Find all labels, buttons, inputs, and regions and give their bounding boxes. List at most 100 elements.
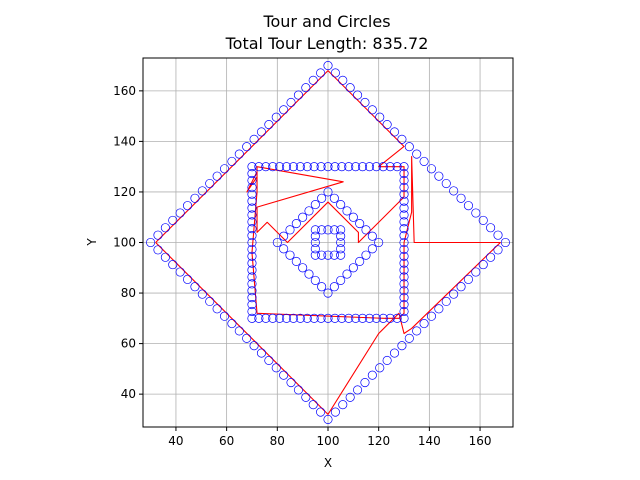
data-point — [219, 311, 230, 321]
data-point — [323, 250, 333, 260]
data-point — [399, 313, 409, 323]
data-point — [441, 296, 451, 307]
data-point — [471, 208, 481, 218]
data-point — [371, 313, 381, 323]
data-point — [261, 313, 271, 323]
data-point — [153, 245, 163, 255]
data-point — [279, 370, 289, 380]
data-point — [293, 90, 303, 100]
data-point — [160, 223, 170, 233]
data-point — [412, 326, 422, 336]
data-point — [330, 407, 340, 417]
data-point — [399, 237, 409, 248]
circle-points — [146, 61, 510, 424]
data-point — [247, 265, 257, 275]
data-point — [330, 68, 340, 78]
data-point — [449, 289, 459, 299]
data-point — [254, 313, 264, 323]
data-point — [317, 282, 327, 292]
data-point — [353, 90, 363, 100]
data-point — [168, 260, 178, 270]
y-tick-label: 160 — [113, 84, 136, 98]
data-point — [360, 97, 370, 107]
data-point — [146, 237, 156, 248]
data-point — [351, 313, 361, 323]
data-point — [310, 244, 320, 254]
data-point — [317, 193, 327, 203]
data-point — [342, 269, 352, 279]
data-point — [316, 68, 326, 78]
data-point — [234, 326, 244, 336]
data-point — [463, 274, 473, 284]
data-point — [183, 274, 193, 284]
data-point — [205, 296, 215, 307]
data-point — [371, 162, 381, 172]
data-point — [212, 171, 222, 181]
data-point — [374, 237, 384, 248]
data-point — [353, 385, 363, 395]
data-point — [247, 196, 257, 206]
data-point — [247, 258, 257, 268]
data-point — [392, 313, 402, 323]
data-point — [329, 193, 339, 203]
x-tick-label: 40 — [168, 434, 183, 448]
data-point — [348, 263, 358, 273]
data-point — [338, 400, 348, 410]
y-tick-label: 40 — [121, 387, 136, 401]
data-point — [219, 164, 230, 174]
data-point — [271, 112, 281, 122]
y-tick-label: 100 — [113, 236, 136, 250]
data-point — [367, 370, 377, 380]
data-point — [399, 244, 409, 254]
data-point — [190, 193, 200, 203]
data-point — [247, 210, 257, 220]
y-axis-label: Y — [85, 238, 99, 247]
data-point — [285, 225, 295, 235]
data-point — [304, 269, 314, 279]
data-point — [358, 162, 368, 172]
data-point — [247, 279, 257, 289]
data-point — [399, 299, 409, 310]
data-point — [301, 392, 311, 402]
data-point — [323, 414, 333, 424]
data-point — [256, 127, 267, 137]
data-point — [399, 286, 409, 296]
data-point — [286, 97, 296, 107]
data-point — [323, 313, 333, 323]
data-point — [256, 348, 267, 358]
data-point — [264, 120, 274, 130]
data-point — [279, 244, 289, 254]
data-point — [344, 313, 354, 323]
data-point — [227, 319, 237, 329]
data-point — [288, 162, 298, 172]
data-point — [399, 182, 409, 192]
data-point — [329, 250, 339, 260]
data-point — [336, 231, 346, 241]
data-point — [336, 250, 346, 260]
data-point — [399, 210, 409, 220]
data-point — [336, 225, 346, 235]
data-point — [355, 218, 365, 229]
y-tick-label: 80 — [121, 286, 136, 300]
data-point — [345, 392, 355, 402]
data-point — [268, 313, 278, 323]
data-point — [291, 256, 301, 267]
data-point — [249, 341, 259, 351]
data-point — [344, 162, 354, 172]
data-point — [360, 378, 370, 388]
x-tick-label: 60 — [219, 434, 234, 448]
data-point — [361, 225, 371, 235]
data-point — [399, 293, 409, 303]
data-point — [247, 203, 257, 213]
x-tick-label: 120 — [367, 434, 390, 448]
data-point — [242, 333, 252, 343]
data-point — [426, 164, 437, 174]
tour-path — [155, 70, 501, 415]
data-point — [449, 186, 459, 196]
data-point — [264, 355, 274, 365]
data-point — [249, 134, 259, 144]
data-point — [361, 250, 371, 260]
data-point — [308, 400, 318, 410]
data-point — [330, 162, 340, 172]
